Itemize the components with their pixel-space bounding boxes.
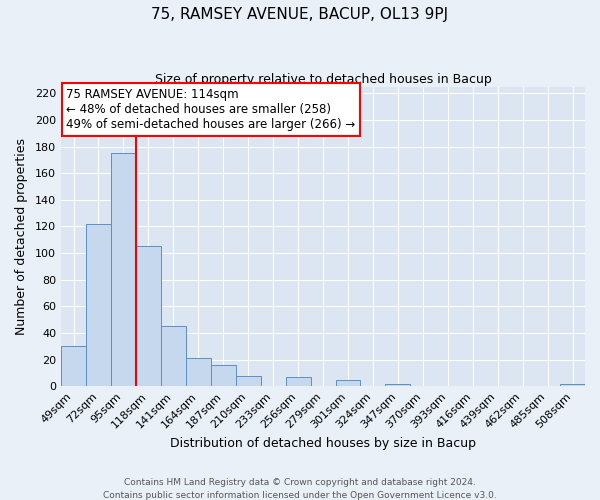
Bar bbox=[111, 153, 136, 386]
Bar bbox=[61, 346, 86, 386]
Y-axis label: Number of detached properties: Number of detached properties bbox=[15, 138, 28, 335]
Bar bbox=[211, 365, 236, 386]
Text: 75 RAMSEY AVENUE: 114sqm
← 48% of detached houses are smaller (258)
49% of semi-: 75 RAMSEY AVENUE: 114sqm ← 48% of detach… bbox=[66, 88, 356, 131]
Bar bbox=[385, 384, 410, 386]
Bar bbox=[86, 224, 111, 386]
Text: 75, RAMSEY AVENUE, BACUP, OL13 9PJ: 75, RAMSEY AVENUE, BACUP, OL13 9PJ bbox=[151, 8, 449, 22]
Title: Size of property relative to detached houses in Bacup: Size of property relative to detached ho… bbox=[155, 72, 491, 86]
Bar bbox=[186, 358, 211, 386]
Text: Contains HM Land Registry data © Crown copyright and database right 2024.
Contai: Contains HM Land Registry data © Crown c… bbox=[103, 478, 497, 500]
Bar bbox=[335, 380, 361, 386]
X-axis label: Distribution of detached houses by size in Bacup: Distribution of detached houses by size … bbox=[170, 437, 476, 450]
Bar bbox=[286, 377, 311, 386]
Bar bbox=[161, 326, 186, 386]
Bar bbox=[560, 384, 585, 386]
Bar bbox=[136, 246, 161, 386]
Bar bbox=[236, 376, 260, 386]
